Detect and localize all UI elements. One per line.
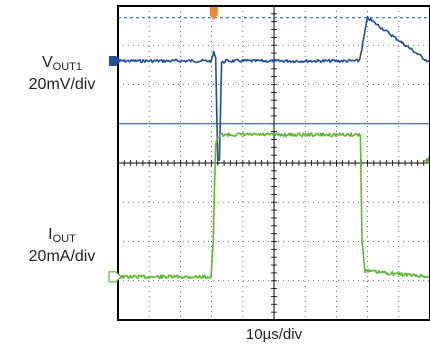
iout-trace	[117, 132, 430, 280]
plot-frame	[117, 5, 430, 321]
iout-scale: 20mA/div	[28, 248, 96, 265]
vout1-trace	[117, 15, 430, 162]
vout1-scale: 20mV/div	[28, 76, 96, 93]
trigger-position-marker	[209, 7, 218, 20]
trigger-level-marker	[424, 156, 429, 165]
vout1-channel-label: VOUT1 20mV/div	[10, 54, 114, 94]
reference-lines	[118, 17, 430, 125]
channel1-ground-marker	[109, 55, 121, 66]
channel2-ground-marker	[108, 271, 122, 283]
iout-name: IOUT	[48, 226, 76, 245]
traces	[117, 15, 430, 280]
time-scale-label: 10µs/div	[245, 326, 303, 343]
markers	[108, 7, 429, 283]
vout1-name: VOUT1	[41, 54, 82, 73]
iout-channel-label: IOUT 20mA/div	[10, 226, 114, 266]
